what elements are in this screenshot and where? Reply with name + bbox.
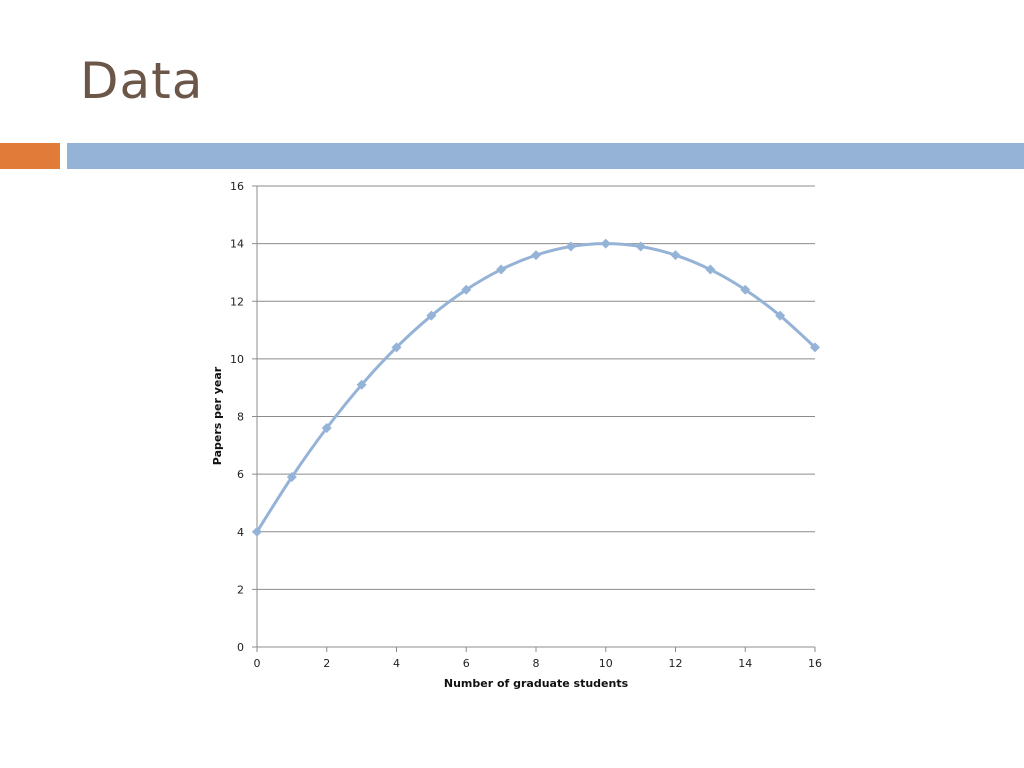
y-tick-label-4: 4 [237, 526, 244, 539]
gridlines [257, 185, 815, 590]
series-line-0 [255, 242, 817, 533]
accent-bar-orange [0, 143, 60, 169]
data-point-marker-3 [356, 379, 367, 390]
y-tick-label-16: 16 [230, 180, 244, 193]
y-axis-label: Papers per year [211, 366, 224, 465]
x-tick-label-0: 0 [254, 657, 261, 670]
data-point-marker-15 [775, 310, 786, 321]
x-tick-label-14: 14 [738, 657, 752, 670]
x-tick-label-2: 2 [323, 657, 330, 670]
data-point-marker-13 [705, 264, 716, 275]
data-point-marker-16 [810, 342, 820, 353]
data-point-marker-9 [565, 241, 576, 252]
data-point-marker-14 [740, 284, 751, 295]
data-point-marker-11 [635, 241, 646, 252]
data-point-marker-6 [461, 284, 472, 295]
y-tick-label-10: 10 [230, 353, 244, 366]
slide-title: Data [80, 52, 204, 110]
x-tick-label-12: 12 [669, 657, 683, 670]
y-tick-label-2: 2 [237, 583, 244, 596]
data-point-marker-5 [426, 310, 437, 321]
series-layer [252, 238, 820, 537]
y-tick-label-8: 8 [237, 411, 244, 424]
data-point-marker-10 [600, 238, 611, 249]
data-point-marker-0 [252, 526, 262, 537]
data-point-marker-7 [496, 264, 507, 275]
y-tick-label-12: 12 [230, 295, 244, 308]
y-tick-label-0: 0 [237, 641, 244, 654]
data-point-marker-2 [321, 423, 332, 434]
x-tick-label-10: 10 [599, 657, 613, 670]
accent-bar-blue [67, 143, 1024, 169]
data-point-marker-1 [286, 472, 297, 483]
x-tick-label-4: 4 [393, 657, 400, 670]
x-tick-labels: 0 2 4 6 8 10 12 14 16 [254, 657, 823, 670]
x-tick-label-8: 8 [533, 657, 540, 670]
y-tick-labels: 0 2 4 6 8 10 12 14 16 [230, 180, 244, 654]
data-point-marker-8 [531, 250, 541, 261]
x-tick-label-16: 16 [808, 657, 822, 670]
y-tick-label-6: 6 [237, 468, 244, 481]
data-point-marker-12 [670, 250, 681, 261]
y-tick-label-14: 14 [230, 238, 244, 251]
x-axis-label: Number of graduate students [444, 677, 629, 690]
data-point-marker-4 [391, 342, 402, 353]
x-tick-label-6: 6 [463, 657, 470, 670]
axes [252, 185, 816, 652]
